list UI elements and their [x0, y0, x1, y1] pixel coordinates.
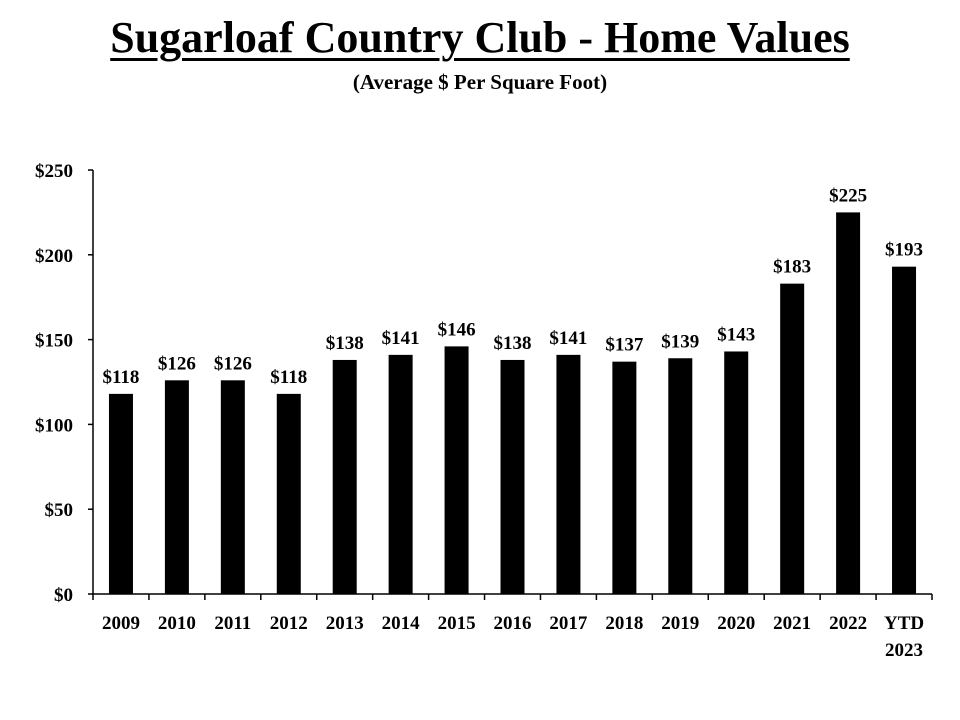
- bar: [276, 393, 301, 594]
- bar: [668, 358, 693, 594]
- x-tick-label: 2018: [605, 613, 643, 634]
- bar: [388, 354, 413, 594]
- x-tick-label: 2017: [549, 613, 588, 634]
- bar: [108, 393, 133, 594]
- data-label: $137: [605, 335, 644, 356]
- x-tick-label: 2022: [829, 613, 867, 634]
- bar: [220, 380, 245, 594]
- chart-title: Sugarloaf Country Club - Home Values: [110, 13, 850, 62]
- data-label: $138: [494, 333, 532, 354]
- data-label: $126: [158, 353, 196, 374]
- data-label: $126: [214, 353, 252, 374]
- x-tick-label: 2019: [661, 613, 699, 634]
- y-tick-label: $100: [35, 415, 73, 436]
- data-label: $193: [885, 240, 923, 261]
- x-tick-label: 2021: [773, 613, 811, 634]
- x-tick-label: YTD: [884, 613, 924, 634]
- data-label: $141: [549, 328, 587, 349]
- bar: [556, 354, 581, 594]
- bar: [164, 380, 189, 594]
- data-label: $146: [438, 319, 476, 340]
- y-tick-label: $50: [45, 500, 74, 521]
- x-tick-label: 2009: [102, 613, 140, 634]
- bar: [612, 361, 637, 594]
- x-axis: 2009 2010 2011 2012 2013 2014 2015 2016 2017 2018…: [92, 593, 933, 661]
- x-tick-label: 2013: [326, 613, 364, 634]
- data-label: $183: [773, 257, 811, 278]
- x-tick-label: 2011: [214, 613, 251, 634]
- data-label: $141: [382, 328, 420, 349]
- data-label: $138: [326, 333, 364, 354]
- bar: [500, 359, 525, 594]
- y-tick-label: $250: [35, 161, 73, 182]
- x-tick-label: 2016: [494, 613, 532, 634]
- bar: [892, 266, 917, 594]
- x-tick-label: 2020: [717, 613, 755, 634]
- y-tick-label: $200: [35, 246, 73, 267]
- bar: [332, 359, 357, 594]
- bar: [836, 212, 861, 594]
- data-label: $118: [270, 367, 307, 388]
- x-tick-label: 2012: [270, 613, 308, 634]
- data-label: $118: [102, 367, 139, 388]
- y-tick-label: $150: [35, 331, 73, 352]
- bar: [724, 351, 749, 594]
- data-label: $225: [829, 185, 867, 206]
- x-tick-label: 2015: [438, 613, 476, 634]
- bars: [108, 212, 917, 594]
- bar: [444, 346, 469, 594]
- data-labels: $118 $126 $126 $118 $138 $141 $146 $138 $141 $137…: [102, 185, 923, 387]
- chart-subtitle: (Average $ Per Square Foot): [352, 70, 608, 94]
- x-tick-label: 2010: [158, 613, 196, 634]
- data-label: $139: [661, 331, 699, 352]
- x-tick-label: 2023: [885, 640, 923, 661]
- x-tick-label: 2014: [382, 613, 421, 634]
- y-axis: $0 $50 $100 $150 $200 $250: [35, 161, 94, 606]
- y-tick-label: $0: [54, 585, 73, 606]
- data-label: $143: [717, 324, 755, 345]
- bar: [780, 283, 805, 594]
